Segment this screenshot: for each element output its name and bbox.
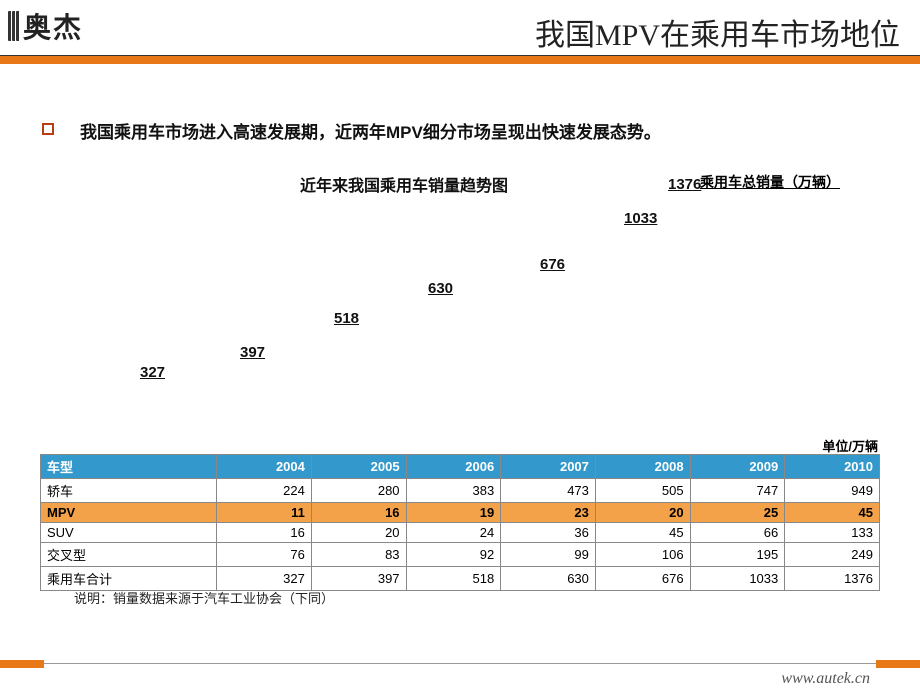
table-unit: 单位/万辆 xyxy=(822,436,878,455)
table-cell: 交叉型 xyxy=(41,543,217,567)
table-cell: 24 xyxy=(406,523,501,543)
table-cell: 505 xyxy=(595,479,690,503)
table-cell: 224 xyxy=(217,479,312,503)
table-cell: 76 xyxy=(217,543,312,567)
page-title: 我国MPV在乘用车市场地位 xyxy=(535,10,900,54)
footer-accent-left xyxy=(0,660,44,668)
table-cell: 92 xyxy=(406,543,501,567)
table-row: 乘用车合计32739751863067610331376 xyxy=(41,567,880,591)
table-cell: 383 xyxy=(406,479,501,503)
chart-data-label: 630 xyxy=(428,280,453,297)
table-cell: 19 xyxy=(406,503,501,523)
table-header-cell: 2004 xyxy=(217,455,312,479)
table-header-row: 车型2004200520062007200820092010 xyxy=(41,455,880,479)
chart-data-label: 518 xyxy=(334,310,359,327)
table-header-cell: 车型 xyxy=(41,455,217,479)
bullet-icon xyxy=(42,123,54,135)
chart-data-label: 397 xyxy=(240,344,265,361)
chart-data-label: 676 xyxy=(540,256,565,273)
table-cell: 23 xyxy=(501,503,596,523)
table-body: 轿车224280383473505747949MPV11161923202545… xyxy=(41,479,880,591)
table-cell: SUV xyxy=(41,523,217,543)
footer-divider xyxy=(0,663,920,664)
table-cell: 473 xyxy=(501,479,596,503)
table-cell: 20 xyxy=(595,503,690,523)
table-cell: 83 xyxy=(311,543,406,567)
chart-area: 近年来我国乘用车销量趋势图 乘用车总销量（万辆） 327 397 518 630 676… xyxy=(100,172,870,402)
table-row: 交叉型76839299106195249 xyxy=(41,543,880,567)
table-cell: 20 xyxy=(311,523,406,543)
logo: 奥杰 xyxy=(8,6,83,46)
table-cell: 25 xyxy=(690,503,785,523)
table-cell: 1376 xyxy=(785,567,880,591)
table-cell: 397 xyxy=(311,567,406,591)
chart-data-label: 1033 xyxy=(624,210,657,227)
table-cell: 106 xyxy=(595,543,690,567)
table-cell: 66 xyxy=(690,523,785,543)
table-cell: 45 xyxy=(595,523,690,543)
table-header-cell: 2006 xyxy=(406,455,501,479)
table-row: 轿车224280383473505747949 xyxy=(41,479,880,503)
bullet-text: 我国乘用车市场进入高速发展期，近两年MPV细分市场呈现出快速发展态势。 xyxy=(80,118,661,143)
table-cell: 630 xyxy=(501,567,596,591)
footer-url: www.autek.cn xyxy=(781,670,870,688)
table-cell: 280 xyxy=(311,479,406,503)
table-cell: 16 xyxy=(217,523,312,543)
table-cell: 1033 xyxy=(690,567,785,591)
bullet-row: 我国乘用车市场进入高速发展期，近两年MPV细分市场呈现出快速发展态势。 xyxy=(42,118,661,143)
table-cell: 195 xyxy=(690,543,785,567)
table-cell: 16 xyxy=(311,503,406,523)
table-header-cell: 2008 xyxy=(595,455,690,479)
chart-data-label: 327 xyxy=(140,364,165,381)
table-row: MPV11161923202545 xyxy=(41,503,880,523)
table-cell: 949 xyxy=(785,479,880,503)
logo-text: 奥杰 xyxy=(23,6,83,46)
header: 奥杰 我国MPV在乘用车市场地位 xyxy=(0,0,920,56)
table-header-cell: 2005 xyxy=(311,455,406,479)
chart-legend: 乘用车总销量（万辆） xyxy=(700,172,840,192)
table-header-cell: 2009 xyxy=(690,455,785,479)
table-header-cell: 2010 xyxy=(785,455,880,479)
accent-bar xyxy=(0,56,920,64)
table-cell: MPV xyxy=(41,503,217,523)
table-cell: 676 xyxy=(595,567,690,591)
chart-title: 近年来我国乘用车销量趋势图 xyxy=(300,172,508,196)
data-table: 车型2004200520062007200820092010 轿车2242803… xyxy=(40,454,880,591)
table-row: SUV162024364566133 xyxy=(41,523,880,543)
footer-accent-right xyxy=(876,660,920,668)
table-cell: 36 xyxy=(501,523,596,543)
table-cell: 45 xyxy=(785,503,880,523)
table-cell: 133 xyxy=(785,523,880,543)
table-cell: 747 xyxy=(690,479,785,503)
table-cell: 轿车 xyxy=(41,479,217,503)
table-cell: 99 xyxy=(501,543,596,567)
logo-icon xyxy=(8,11,19,41)
table-cell: 11 xyxy=(217,503,312,523)
table-header-cell: 2007 xyxy=(501,455,596,479)
table-cell: 249 xyxy=(785,543,880,567)
chart-data-label: 1376 xyxy=(668,176,701,193)
table-cell: 乘用车合计 xyxy=(41,567,217,591)
source-note: 说明：销量数据来源于汽车工业协会（下同） xyxy=(74,588,334,607)
table-cell: 327 xyxy=(217,567,312,591)
table-cell: 518 xyxy=(406,567,501,591)
